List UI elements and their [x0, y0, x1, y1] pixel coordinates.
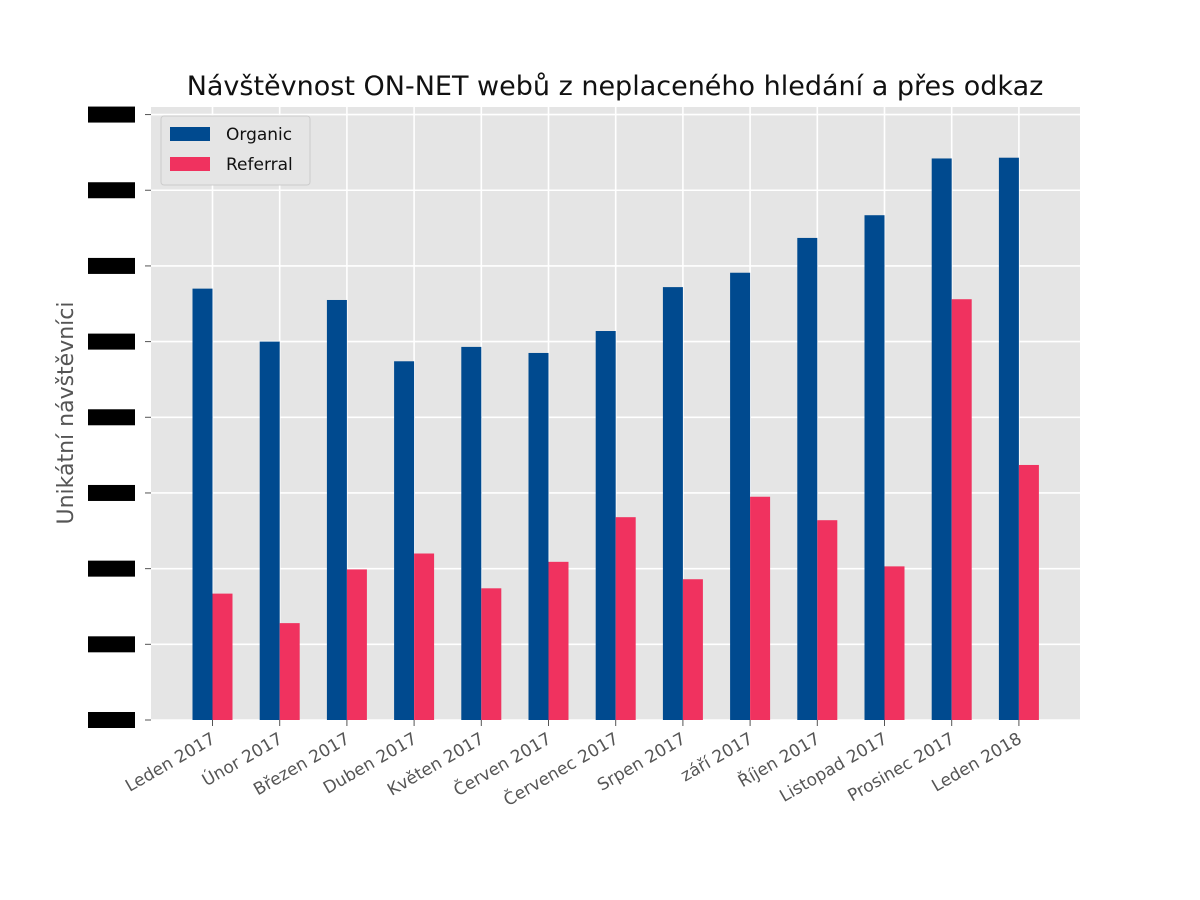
- bar-organic: [931, 158, 952, 720]
- y-tick-label-redacted: [88, 636, 135, 653]
- bar-organic: [730, 272, 751, 720]
- bar-organic: [461, 346, 482, 720]
- bar-organic: [864, 215, 885, 720]
- bar-organic: [662, 287, 683, 720]
- bar-organic: [797, 237, 818, 721]
- bar-referral: [750, 496, 771, 720]
- y-tick-label-redacted: [88, 333, 135, 350]
- bar-referral: [817, 520, 838, 720]
- y-tick-label-redacted: [88, 182, 135, 199]
- bar-referral: [279, 623, 300, 720]
- bar-referral: [414, 553, 435, 720]
- y-tick-label-redacted: [88, 106, 135, 123]
- bar-referral: [951, 299, 972, 720]
- bar-referral: [346, 569, 367, 720]
- y-tick-label-redacted: [88, 712, 135, 728]
- bar-referral: [212, 593, 233, 720]
- bar-referral: [1018, 464, 1039, 720]
- y-tick-label-redacted: [88, 484, 135, 501]
- y-axis-label: Unikátní návštěvníci: [54, 301, 79, 524]
- bar-organic: [326, 299, 347, 720]
- x-tick-label: Červenec 2017: [499, 727, 622, 811]
- x-tick-label: Leden 2017: [122, 729, 219, 796]
- y-tick-label-redacted: [88, 560, 135, 577]
- legend: Organic Referral: [160, 115, 311, 186]
- legend-label-organic: Organic: [226, 125, 292, 145]
- y-tick-label-redacted: [88, 257, 135, 274]
- bar-organic: [528, 352, 549, 720]
- chart-title: Návštěvnost ON-NET webů z neplaceného hl…: [187, 71, 1044, 102]
- bar-referral: [548, 561, 569, 720]
- bar-organic: [192, 288, 213, 720]
- legend-label-referral: Referral: [226, 155, 293, 175]
- bar-organic: [595, 331, 616, 720]
- y-axis-ticks: [88, 106, 151, 728]
- y-tick-label-redacted: [88, 409, 135, 426]
- bar-referral: [682, 579, 703, 720]
- bar-organic: [394, 361, 415, 720]
- legend-swatch-referral: [170, 157, 210, 171]
- bar-referral: [481, 588, 502, 720]
- bar-organic: [259, 341, 280, 720]
- bars: [192, 157, 1039, 721]
- bar-organic: [998, 157, 1019, 720]
- bar-referral: [884, 566, 905, 720]
- legend-swatch-organic: [170, 127, 210, 141]
- bar-referral: [615, 517, 636, 720]
